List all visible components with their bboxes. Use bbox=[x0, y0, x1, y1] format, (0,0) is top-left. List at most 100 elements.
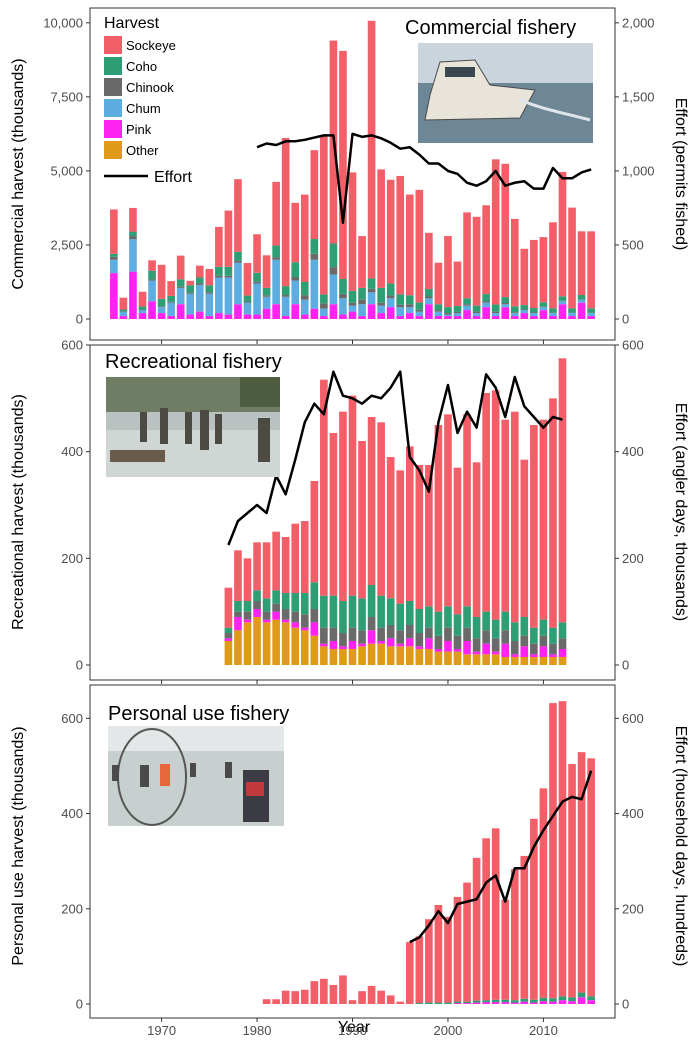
personal-bar-pink-2015 bbox=[587, 1000, 595, 1004]
commercial-bar-coho-1973 bbox=[186, 285, 194, 292]
commercial-bar-coho-2010 bbox=[540, 302, 548, 306]
recreational-bar-coho-1988 bbox=[330, 596, 338, 628]
legend-label-other: Other bbox=[126, 143, 159, 158]
recreational-bar-chinook-2008 bbox=[521, 636, 529, 647]
personal-bar-pink-2014 bbox=[578, 997, 586, 1004]
commercial-bar-pink-1983 bbox=[282, 316, 290, 319]
commercial-bar-pink-2011 bbox=[549, 316, 557, 319]
legend-item-pink: Pink bbox=[104, 120, 152, 138]
recreational-bar-chinook-1982 bbox=[272, 604, 280, 612]
commercial-bar-pink-1968 bbox=[139, 313, 147, 319]
personal-bar-sockeye-2008 bbox=[521, 856, 529, 999]
recreational-bar-coho-1986 bbox=[311, 582, 319, 609]
personal-bar-coho-1998 bbox=[425, 1003, 433, 1004]
recreational-bar-sockeye-2007 bbox=[511, 412, 519, 623]
recreational-bar-sockeye-1992 bbox=[368, 417, 376, 585]
legend-item-coho: Coho bbox=[104, 57, 157, 75]
commercial-bar-sockeye-1978 bbox=[234, 179, 242, 252]
commercial-bar-sockeye-1991 bbox=[358, 236, 366, 288]
recreational-bar-pink-2007 bbox=[511, 654, 519, 657]
personal-bar-sockeye-1995 bbox=[396, 1002, 404, 1004]
commercial-bar-chum-1991 bbox=[358, 304, 366, 316]
recreational-bar-pink-1978 bbox=[234, 617, 242, 630]
recreational-bar-other-1982 bbox=[272, 620, 280, 665]
commercial-bar-chum-2015 bbox=[587, 313, 595, 316]
recreational-y2label: Effort (angler days, thousands) bbox=[672, 403, 689, 622]
personal-ylabel: Personal use harvest (thousands) bbox=[10, 726, 27, 965]
recreational-title: Recreational fishery bbox=[105, 351, 282, 373]
commercial-bar-coho-1997 bbox=[416, 302, 424, 309]
recreational-bar-sockeye-1997 bbox=[416, 465, 424, 609]
commercial-bar-pink-1987 bbox=[320, 316, 328, 319]
commercial-bar-pink-1967 bbox=[129, 272, 137, 319]
recreational-bar-other-1997 bbox=[416, 649, 424, 665]
commercial-bar-sockeye-1976 bbox=[215, 227, 223, 267]
commercial-bar-sockeye-1981 bbox=[263, 255, 271, 288]
personal-bar-sockeye-1988 bbox=[330, 985, 338, 1004]
commercial-bar-pink-2006 bbox=[501, 307, 509, 319]
recreational-bar-chinook-2009 bbox=[530, 644, 538, 655]
commercial-bar-chum-2013 bbox=[568, 313, 576, 316]
legend-label-coho: Coho bbox=[126, 59, 157, 74]
xtick-label-4: 2010 bbox=[529, 1023, 558, 1038]
commercial-bar-coho-1976 bbox=[215, 267, 223, 276]
commercial-bar-pink-1979 bbox=[244, 315, 252, 319]
recreational-bar-sockeye-1978 bbox=[234, 550, 242, 601]
commercial-bar-coho-1983 bbox=[282, 286, 290, 295]
commercial-bar-chum-2010 bbox=[540, 307, 548, 310]
commercial-bar-pink-2009 bbox=[530, 316, 538, 319]
commercial-bar-chinook-1979 bbox=[244, 302, 252, 303]
recreational-bar-pink-1989 bbox=[339, 646, 347, 649]
commercial-bar-chum-1965 bbox=[110, 260, 118, 273]
recreational-bar-sockeye-1982 bbox=[272, 532, 280, 591]
commercial-bar-pink-2008 bbox=[521, 313, 529, 319]
personal-bar-sockeye-2000 bbox=[444, 917, 452, 1003]
commercial-bar-coho-1968 bbox=[139, 307, 147, 310]
recreational-bar-coho-1991 bbox=[358, 598, 366, 630]
recreational-bar-coho-1990 bbox=[349, 596, 357, 628]
commercial-bar-pink-1973 bbox=[186, 315, 194, 319]
commercial-bar-sockeye-1984 bbox=[291, 203, 299, 262]
recreational-bar-chinook-2003 bbox=[473, 638, 481, 651]
recreational-bar-other-2012 bbox=[559, 657, 567, 665]
commercial-bar-chum-1988 bbox=[330, 275, 338, 305]
commercial-bar-sockeye-2013 bbox=[568, 208, 576, 309]
recreational-bar-pink-1983 bbox=[282, 620, 290, 623]
commercial-bar-coho-1986 bbox=[311, 239, 319, 254]
personal-bar-sockeye-2005 bbox=[492, 828, 500, 999]
commercial-bar-coho-2006 bbox=[501, 297, 509, 303]
commercial-bar-coho-2012 bbox=[559, 296, 567, 300]
recreational-bar-other-2000 bbox=[444, 652, 452, 665]
commercial-bar-pink-1985 bbox=[301, 315, 309, 319]
personal-bar-pink-2005 bbox=[492, 1002, 500, 1004]
recreational-bar-sockeye-2003 bbox=[473, 462, 481, 617]
recreational-bar-pink-1984 bbox=[291, 622, 299, 627]
personal-bar-pink-2011 bbox=[549, 1002, 557, 1004]
commercial-bar-chinook-1974 bbox=[196, 283, 204, 284]
commercial-bar-sockeye-1983 bbox=[282, 138, 290, 286]
recreational-bar-other-1977 bbox=[225, 641, 233, 665]
recreational-bar-sockeye-1990 bbox=[349, 396, 357, 596]
commercial-bar-chinook-1977 bbox=[225, 276, 233, 278]
personal-bar-pink-2012 bbox=[559, 1000, 567, 1004]
commercial-bar-chum-1973 bbox=[186, 294, 194, 315]
personal-bar-pink-2009 bbox=[530, 1003, 538, 1004]
commercial-bar-coho-1975 bbox=[206, 285, 214, 292]
personal-bar-sockeye-2003 bbox=[473, 858, 481, 1001]
commercial-bar-coho-1980 bbox=[253, 273, 261, 282]
personal-y2label: Effort (household days, hundreds) bbox=[672, 726, 689, 967]
commercial-bar-chinook-2004 bbox=[482, 302, 490, 303]
personal-y2tick-label-2: 400 bbox=[622, 806, 644, 821]
recreational-bar-chinook-2002 bbox=[463, 628, 471, 641]
recreational-bar-pink-1992 bbox=[368, 630, 376, 643]
personal-bar-coho-2007 bbox=[511, 1000, 519, 1002]
recreational-bar-pink-1977 bbox=[225, 638, 233, 641]
recreational-bar-other-1979 bbox=[244, 622, 252, 665]
recreational-bar-coho-1979 bbox=[244, 601, 252, 612]
commercial-bar-coho-1969 bbox=[148, 271, 156, 280]
commercial-bar-chum-1969 bbox=[148, 281, 156, 302]
recreational-bar-pink-2006 bbox=[501, 644, 509, 657]
recreational-bar-pink-2001 bbox=[454, 649, 462, 652]
recreational-y2tick-label-3: 600 bbox=[622, 338, 644, 353]
personal-bar-sockeye-1994 bbox=[387, 995, 395, 1004]
